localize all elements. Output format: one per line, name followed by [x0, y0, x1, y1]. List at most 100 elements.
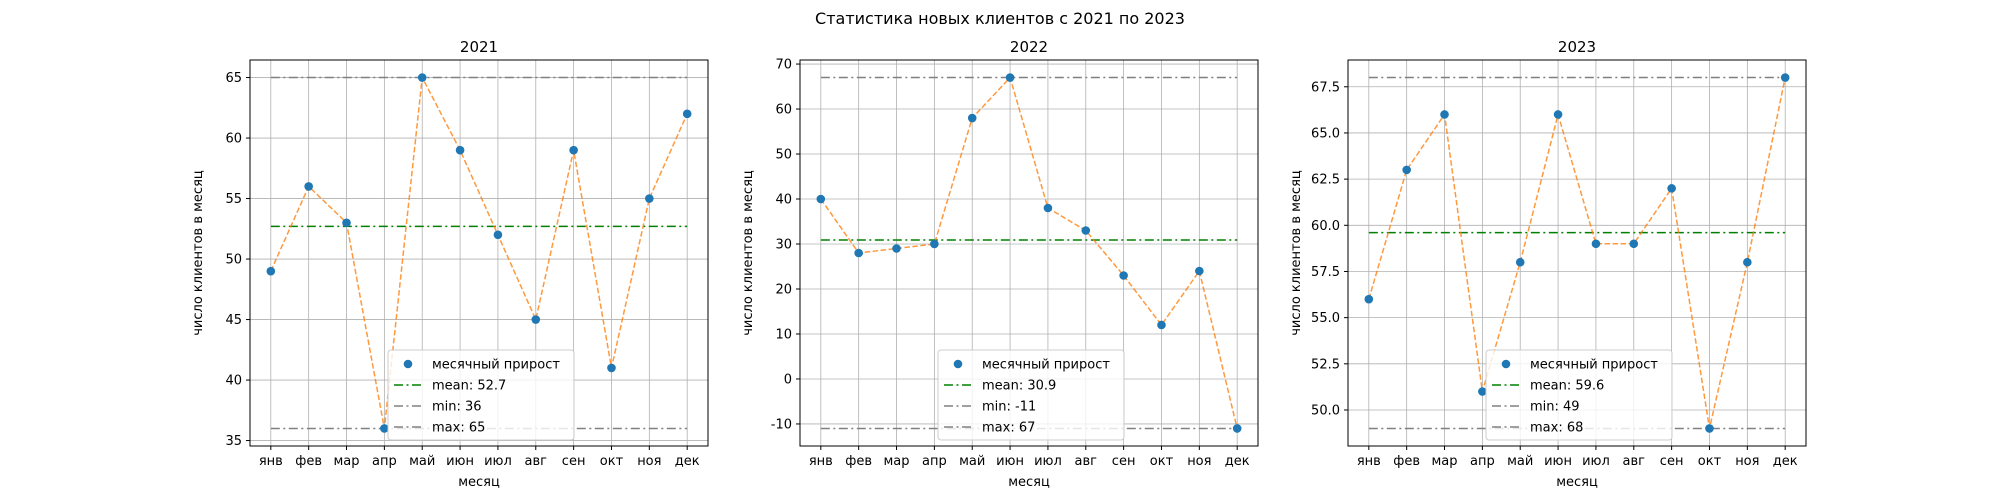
legend-label-series: месячный прирост: [432, 358, 560, 373]
legend: месячный прирост mean: 59.6 min: 49 max: 68: [1485, 349, 1673, 441]
subplot-2022: янв фев мар апр май июн июл авг сен окт ноя дек -10 0…: [741, 38, 1259, 490]
data-point-ноя: [1195, 266, 1204, 276]
subplots: янв фев мар апр май июн июл авг сен окт ноя дек3540…: [191, 38, 1807, 490]
x-tick-label: июн: [446, 454, 474, 469]
x-tick-label: июл: [1034, 454, 1062, 469]
x-tick-label: фев: [845, 454, 872, 469]
x-tick-label: авг: [1623, 454, 1646, 469]
y-tick-label: 60: [775, 103, 792, 118]
x-axis-label: месяц: [1556, 475, 1598, 490]
legend-marker-series: [403, 359, 413, 369]
y-tick-label: 60.0: [1311, 219, 1340, 234]
y-tick-label: 50: [225, 253, 242, 268]
y-tick-label: 65: [225, 71, 242, 86]
y-tick-label: 57.5: [1311, 265, 1340, 280]
legend-box: [1485, 349, 1673, 441]
subplot-2021: янв фев мар апр май июн июл авг сен окт ноя дек 35 40…: [191, 38, 709, 490]
series-line: [270, 75, 688, 429]
data-point-сен: [1667, 184, 1676, 193]
x-tick-label: авг: [1075, 454, 1098, 469]
data-point-июл: [1591, 239, 1601, 249]
x-tick-label: июн: [1544, 454, 1572, 469]
y-tick-label: 30: [775, 238, 792, 253]
y-tick-label: 20: [775, 282, 792, 297]
x-tick-label: авг: [525, 454, 548, 469]
y-tick-label: 67.5: [1311, 80, 1340, 95]
legend-label-max: max: 67: [982, 421, 1035, 436]
y-tick-label: 65.0: [1311, 126, 1340, 141]
data-point-дек: [1232, 424, 1242, 433]
data-point-окт: [1157, 320, 1166, 330]
y-tick-label: 0: [784, 372, 792, 387]
data-point-янв: [816, 194, 826, 204]
data-point-апр: [380, 424, 389, 433]
data-point-июн: [1553, 110, 1563, 119]
data-point-дек: [1780, 73, 1790, 82]
legend-label-min: min: 36: [432, 400, 482, 415]
subplot-title: 2022: [1010, 38, 1048, 56]
y-tick-label: 62.5: [1311, 173, 1340, 188]
x-axis-label: месяц: [1008, 475, 1050, 490]
data-point-ноя: [1743, 257, 1752, 267]
data-point-мар: [892, 244, 901, 253]
data-point-ноя: [645, 194, 654, 203]
subplot-title: 2023: [1558, 38, 1596, 56]
data-point-окт: [607, 363, 616, 373]
data-point-мар: [342, 218, 351, 228]
series-line: [820, 76, 1238, 429]
legend-label-max: max: 68: [1530, 421, 1583, 436]
data-point-июл: [493, 230, 503, 240]
y-tick-label: 45: [225, 313, 242, 328]
x-tick-label: фев: [1393, 454, 1420, 469]
y-tick-label: 55.0: [1311, 311, 1340, 326]
legend-marker-series: [1501, 359, 1511, 369]
data-point-янв: [266, 266, 276, 276]
data-point-май: [967, 113, 977, 123]
x-tick-label: апр: [922, 454, 947, 469]
y-axis-label: число клиентов в месяц: [1289, 170, 1304, 336]
y-tick-label: 50: [775, 148, 792, 163]
data-point-май: [1515, 257, 1525, 267]
x-tick-label: июл: [1582, 454, 1610, 469]
subplot-title: 2021: [460, 38, 498, 56]
legend-label-min: min: -11: [982, 400, 1036, 415]
x-tick-label: ноя: [637, 454, 661, 469]
data-point-авг: [1081, 226, 1091, 235]
x-tick-label: апр: [1470, 454, 1495, 469]
y-axis-label: число клиентов в месяц: [741, 170, 756, 336]
x-axis-label: месяц: [458, 475, 500, 490]
y-tick-label: 40: [225, 374, 242, 389]
y-tick-label: -10: [771, 417, 792, 432]
data-point-июн: [455, 145, 465, 155]
data-point-авг: [1629, 239, 1639, 249]
x-tick-label: янв: [809, 454, 833, 469]
x-tick-label: дек: [1773, 454, 1798, 469]
data-point-май: [417, 73, 427, 82]
legend-label-mean: mean: 30.9: [982, 379, 1056, 394]
x-tick-label: апр: [372, 454, 397, 469]
y-tick-label: 60: [225, 132, 242, 147]
series-line: [1368, 77, 1786, 429]
plot-frame: [799, 59, 1259, 447]
x-tick-label: май: [1507, 454, 1533, 469]
x-tick-label: мар: [1432, 454, 1458, 469]
x-tick-label: дек: [675, 454, 700, 469]
data-point-июн: [1005, 73, 1015, 82]
x-tick-label: дек: [1225, 454, 1250, 469]
legend-label-series: месячный прирост: [1530, 358, 1658, 373]
data-point-сен: [569, 145, 578, 155]
y-tick-label: 70: [775, 58, 792, 73]
x-tick-label: окт: [1150, 454, 1174, 469]
legend-label-mean: mean: 52.7: [432, 379, 506, 394]
legend-box: [937, 349, 1125, 441]
legend-marker-series: [953, 359, 963, 369]
data-point-дек: [682, 109, 692, 119]
x-tick-label: мар: [334, 454, 360, 469]
data-point-фев: [1402, 165, 1411, 175]
legend-label-series: месячный прирост: [982, 358, 1110, 373]
x-tick-label: окт: [600, 454, 624, 469]
legend: месячный прирост mean: 30.9 min: -11 max: 6…: [937, 349, 1125, 441]
x-tick-label: ноя: [1187, 454, 1211, 469]
x-tick-label: сен: [1660, 454, 1684, 469]
